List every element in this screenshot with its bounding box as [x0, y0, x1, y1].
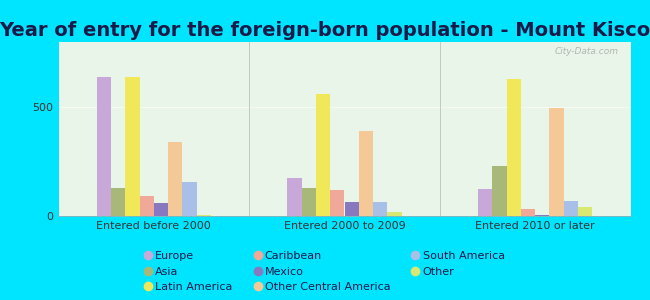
Bar [478, 189, 492, 216]
Bar [197, 215, 211, 216]
Bar [111, 188, 125, 216]
Bar [387, 212, 402, 216]
Bar [373, 202, 387, 216]
Text: Year of entry for the foreign-born population - Mount Kisco: Year of entry for the foreign-born popul… [0, 21, 650, 40]
Bar [578, 207, 592, 216]
Bar [125, 77, 140, 216]
Bar [506, 79, 521, 216]
Bar [492, 166, 506, 216]
Bar [359, 131, 373, 216]
Bar [140, 196, 154, 216]
Bar [344, 202, 359, 216]
Bar [287, 178, 302, 216]
Text: City-Data.com: City-Data.com [555, 47, 619, 56]
Bar [564, 201, 578, 216]
Legend: Europe, Asia, Latin America, Caribbean, Mexico, Other Central America, South Ame: Europe, Asia, Latin America, Caribbean, … [143, 249, 507, 294]
Bar [302, 188, 316, 216]
Bar [549, 108, 564, 216]
Bar [183, 182, 197, 216]
Bar [154, 203, 168, 216]
Bar [521, 209, 535, 216]
Bar [330, 190, 344, 216]
Bar [168, 142, 183, 216]
Bar [316, 94, 330, 216]
Bar [97, 77, 111, 216]
Bar [535, 215, 549, 216]
